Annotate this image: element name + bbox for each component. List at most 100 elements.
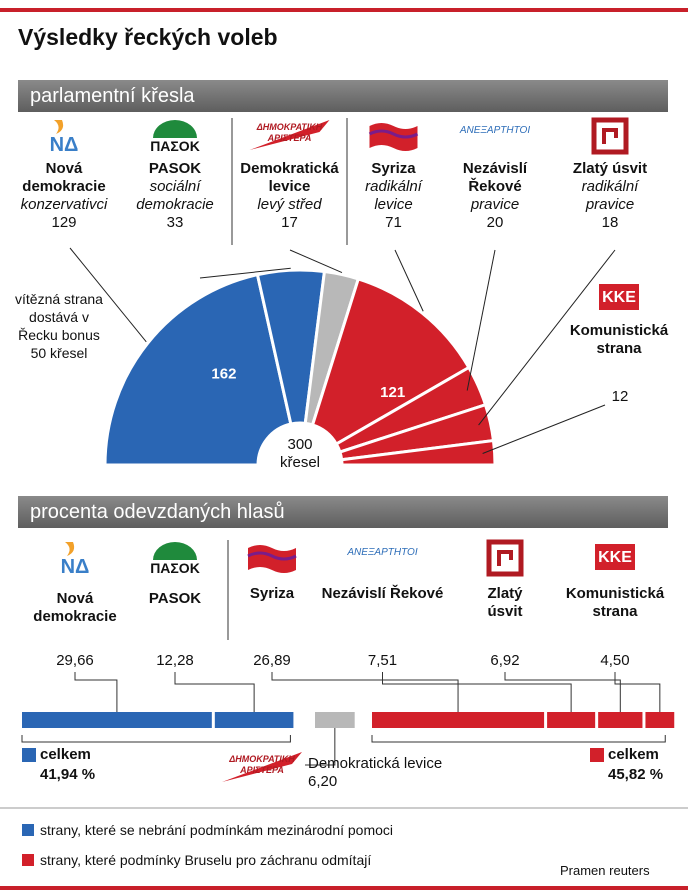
seat-count: 20: [486, 214, 504, 231]
leader-line: [289, 249, 343, 273]
section-heading: procenta odevzdaných hlasů: [18, 496, 668, 528]
party-label: Zlatý úsvit radikální pravice 18: [560, 160, 660, 232]
logo-box: [595, 544, 635, 570]
party-name: PASOK: [148, 160, 202, 177]
party-name: Syriza: [371, 160, 416, 177]
total-value: 41,94 %: [40, 766, 96, 783]
logo-sun: [153, 120, 197, 138]
total-value: 45,82 %: [608, 766, 664, 783]
party-name: Nezávislí Řekové: [321, 585, 444, 602]
logo-text: ΑΝΕΞΑΡΤΗΤΟΙ: [347, 547, 418, 558]
logo-flame: [65, 542, 75, 556]
title: Výsledky řeckých voleb: [18, 24, 278, 50]
leader-line: [382, 672, 572, 712]
seat-count: 18: [601, 214, 619, 231]
party-label: Demokratická levice levý střed 17: [232, 160, 347, 232]
seat-count: 12: [611, 388, 629, 405]
seat-total: 300: [287, 436, 313, 453]
logo-box: [599, 284, 639, 310]
party-name: Nezávislí Řekové: [462, 160, 528, 195]
leader-line: [394, 249, 424, 312]
logo-text: ΠΑΣΟΚ: [150, 560, 200, 576]
legend-swatch: [22, 854, 34, 866]
seat-count: 71: [385, 214, 402, 231]
vote-bar: [214, 712, 294, 728]
party-subtitle: sociální demokracie: [136, 178, 214, 213]
party-subtitle: radikální pravice: [581, 178, 639, 213]
bracket: [21, 735, 291, 743]
other-value: 6,20: [308, 773, 338, 790]
top-rule: [0, 8, 688, 12]
party-subtitle: radikální levice: [365, 178, 422, 213]
vote-bar: [645, 712, 675, 728]
logo-text: KKE: [598, 549, 632, 566]
party-name: Zlatý úsvit: [487, 585, 523, 620]
note: vítězná strana dostává v Řecku bonus 50 …: [15, 291, 103, 361]
bottom-rule: [0, 886, 688, 890]
vote-value: 6,92: [490, 652, 520, 669]
party-label: Nová demokracie konzervativci 129: [8, 160, 120, 232]
seat-count: 17: [281, 214, 298, 231]
logo-text: KKE: [602, 289, 636, 306]
logo-meander-inner: [602, 128, 618, 144]
logo-meander: [591, 117, 629, 155]
vote-bar: [372, 712, 545, 728]
party-label: Nezávislí Řekové pravice 20: [440, 160, 550, 232]
seat-total-label: 121: [380, 384, 405, 401]
legend-swatch: [22, 824, 34, 836]
logo-sun: [153, 542, 197, 560]
logo-text: ΔΗΜΟΚΡΑΤΙΚΗ ΑΡΙΣΤΕΡΑ: [256, 122, 323, 143]
seat-segment: [310, 277, 471, 447]
leader-line: [478, 249, 616, 426]
leader-line: [271, 672, 459, 712]
party-subtitle: konzervativci: [20, 196, 108, 213]
logo-text: ΝΔ: [49, 134, 79, 156]
leader-line: [614, 672, 661, 712]
leader-line: [74, 672, 118, 712]
total-label: celkem: [608, 746, 659, 763]
total-swatch: [590, 748, 604, 762]
vote-bar: [598, 712, 643, 728]
leader-line: [466, 249, 496, 391]
seat-count: 129: [51, 214, 77, 231]
party-label: Komunistická strana: [560, 322, 678, 358]
party-name: Nová demokracie: [33, 590, 117, 625]
logo-text: ΔΗΜΟΚΡΑΤΙΚΗ ΑΡΙΣΤΕΡΑ: [229, 754, 295, 775]
legend-label: strany, které podmínky Bruselu pro záchr…: [40, 852, 372, 868]
source: Pramen reuters: [560, 863, 650, 878]
total-swatch: [22, 748, 36, 762]
party-subtitle: levý střed: [257, 196, 322, 213]
leader-line: [174, 672, 255, 712]
logo-text: ΑΝΕΞΑΡΤΗΤΟΙ: [459, 125, 531, 136]
vote-value: 7,51: [367, 652, 398, 669]
leader-line: [199, 267, 291, 279]
party-subtitle: pravice: [470, 196, 520, 213]
party-name: Demokratická levice: [240, 160, 339, 195]
legend-label: strany, které se nebrání podmínkám mezin…: [40, 822, 394, 838]
logo-meander: [486, 539, 524, 577]
vote-value: 4,50: [600, 652, 630, 669]
seat-count: 33: [166, 214, 184, 231]
logo-text: ΝΔ: [60, 556, 90, 578]
logo-flag-stripe: [247, 551, 297, 561]
vote-value: 29,66: [56, 652, 94, 669]
other-name: Demokratická levice: [308, 755, 443, 772]
leader-line: [482, 404, 606, 454]
party-name: Syriza: [249, 585, 295, 602]
party-label: PASOK sociální demokracie 33: [118, 160, 232, 232]
logo-flame: [54, 120, 64, 134]
section-heading: parlamentní křesla: [18, 80, 668, 112]
logo-flag-stripe: [368, 129, 419, 139]
logo-text: ΠΑΣΟΚ: [150, 138, 200, 154]
logo-swoosh: [222, 752, 302, 782]
total-label: celkem: [40, 746, 91, 763]
seat-segment: [103, 272, 293, 467]
party-name: PASOK: [148, 590, 202, 607]
party-name: Komunistická strana: [569, 322, 669, 357]
party-label: Syriza radikální levice 71: [347, 160, 440, 232]
party-name: Zlatý úsvit: [572, 160, 648, 177]
bracket: [371, 735, 666, 743]
leader-line: [504, 672, 621, 712]
